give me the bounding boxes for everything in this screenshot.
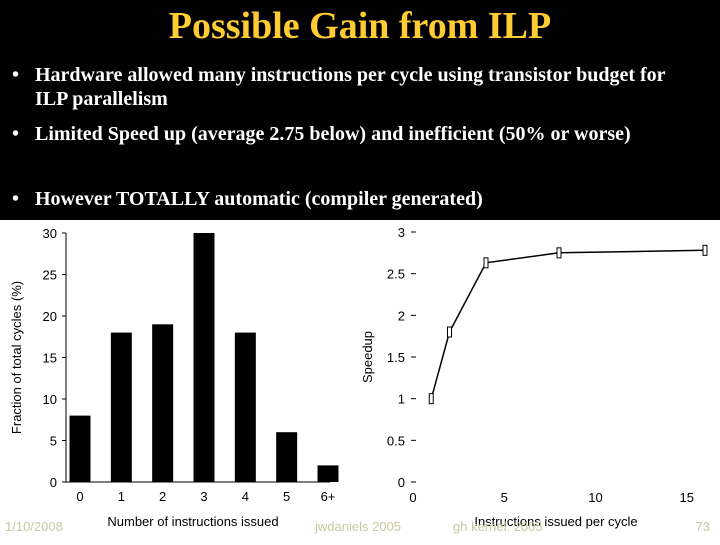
x-tick-label: 10 [588,490,602,505]
bar [234,332,256,482]
charts-area: 0 5 10 15 20 25 30 0 1 2 3 4 5 6+ Number of instructio… [0,220,720,540]
y-axis-title: Speedup [360,331,375,383]
y-tick-label: 1.5 [387,350,405,365]
bar-chart: 0 5 10 15 20 25 30 0 1 2 3 4 5 6+ Number of instructio… [9,226,339,529]
y-tick-label: 30 [43,226,57,241]
y-axis-title: Fraction of total cycles (%) [9,281,24,434]
bullet-list: • Hardware allowed many instructions per… [0,52,720,220]
footer-date: 1/10/2008 [5,519,63,534]
data-point [428,393,434,405]
x-tick-label: 3 [200,489,207,504]
y-tick-label: 3 [398,225,405,240]
bar [152,324,174,482]
bar [69,415,91,482]
y-tick-label: 2 [398,308,405,323]
x-tick-label: 6+ [321,489,336,504]
bar [317,465,339,482]
bullet-icon: • [12,123,20,145]
data-point [447,326,452,338]
y-tick-label: 20 [43,309,57,324]
x-tick-label: 0 [409,490,416,505]
y-tick-label: 2.5 [387,267,405,282]
bullet-icon: • [12,64,20,86]
bullet-text: Limited Speed up (average 2.75 below) an… [35,123,631,145]
speedup-line [430,249,706,399]
data-point [556,247,562,259]
x-tick-label: 2 [159,489,166,504]
bar [193,233,215,482]
y-tick-label: 0 [50,475,57,490]
slide-title: Possible Gain from ILP [168,5,552,47]
title-bar: Possible Gain from ILP [0,0,720,52]
bullet-text: Hardware allowed many instructions per c… [35,64,666,110]
bar [276,432,298,482]
y-tick-label: 0.5 [387,433,405,448]
x-tick-label: 1 [118,489,125,504]
x-tick-label: 15 [680,490,694,505]
x-tick-label: 5 [501,490,508,505]
footer-author: jwdaniels 2005 [315,519,402,534]
y-tick-label: 10 [43,392,57,407]
y-tick-label: 1 [398,392,405,407]
y-tick-label: 15 [43,351,57,366]
x-axis-title: Instructions issued per cycle [474,514,637,529]
footer-course: gh kernel. 2005 [453,519,543,534]
x-tick-label: 0 [76,489,83,504]
y-tick-label: 5 [50,434,57,449]
bar [110,332,132,482]
y-tick-label: 25 [43,268,57,283]
speedup-line-chart: 0 0.5 1 1.5 2 2.5 3 0 5 10 15 Instructions issued p… [360,225,708,529]
bullet-text: However TOTALLY automatic (compiler gene… [35,188,483,210]
y-tick-label: 0 [398,475,405,490]
data-point [702,244,708,256]
bullet-icon: • [12,188,20,210]
x-axis-title: Number of instructions issued [107,514,278,529]
x-tick-label: 5 [283,489,290,504]
x-tick-label: 4 [242,489,249,504]
data-point [483,257,489,269]
footer-page-number: 73 [695,519,710,534]
